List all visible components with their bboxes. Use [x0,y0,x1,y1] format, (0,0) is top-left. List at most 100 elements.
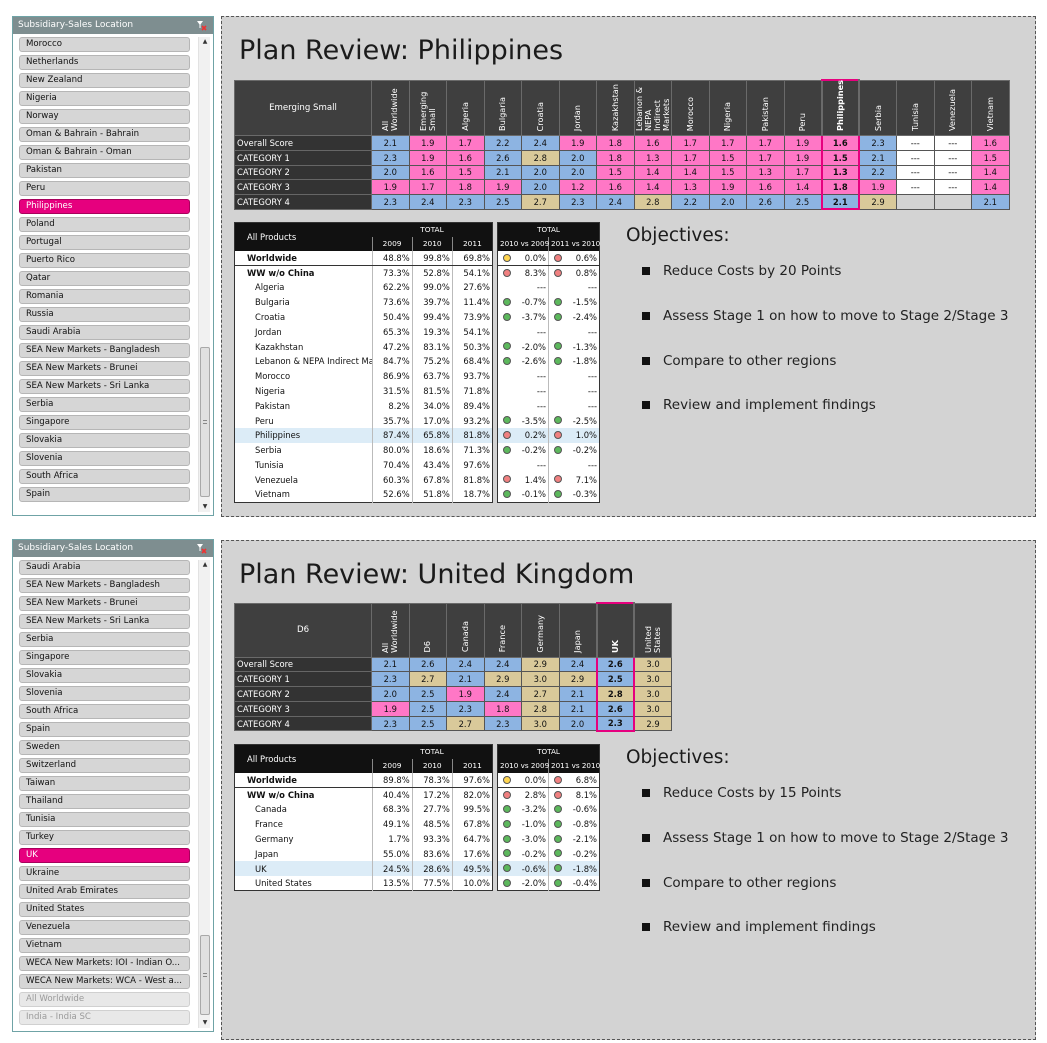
slicer-item[interactable]: Slovenia [19,451,190,466]
slicer-item[interactable]: United Arab Emirates [19,884,190,899]
slicer-scrollbar[interactable]: ▲ ▼ [198,37,210,512]
slicer-item[interactable]: Oman & Bahrain - Bahrain [19,127,190,142]
scorecard-column-header[interactable]: Bulgaria [483,79,522,136]
slicer-item[interactable]: SEA New Markets - Bangladesh [19,578,190,593]
slicer-item[interactable]: Tunisia [19,812,190,827]
scroll-up-icon[interactable]: ▲ [202,38,208,45]
scroll-down-icon[interactable]: ▼ [202,503,208,510]
status-dot-icon [554,490,562,499]
scorecard-column-header[interactable]: Algeria [446,79,485,136]
slicer-item[interactable]: Puerto Rico [19,253,190,268]
scorecard-column-header[interactable]: Venezuela [933,79,972,136]
scorecard-column-header[interactable]: France [483,602,522,658]
slicer-item[interactable]: Morocco [19,37,190,52]
scorecard-column-header[interactable]: Canada [446,602,485,658]
slicer-item[interactable]: South Africa [19,704,190,719]
slicer-item[interactable]: Thailand [19,794,190,809]
slicer-item[interactable]: Serbia [19,397,190,412]
scorecard-row: CATEGORY 1 2.3 1.9 1.6 2.6 2.8 2.0 1.8 1.3 1.7 1.5… [234,149,1010,166]
scorecard-column-header[interactable]: Kazakhstan [596,79,635,136]
scroll-thumb[interactable] [200,347,210,497]
slicer-item[interactable]: Netherlands [19,55,190,70]
slicer-item[interactable]: Romania [19,289,190,304]
delta-cell: 2.8% [498,787,549,802]
status-dot-icon [503,490,511,499]
slicer-item[interactable]: Poland [19,217,190,232]
slicer-item[interactable]: Venezuela [19,920,190,935]
scroll-down-icon[interactable]: ▼ [202,1019,208,1026]
slicer-item[interactable]: Serbia [19,632,190,647]
score-cell: 1.9 [783,135,822,151]
scorecard-column-header[interactable]: Croatia [521,79,560,136]
slicer-item[interactable]: SEA New Markets - Bangladesh [19,343,190,358]
scorecard-column-header[interactable]: Nigeria [708,79,747,136]
slicer-item[interactable]: Slovakia [19,668,190,683]
scorecard-column-header[interactable]: United States [633,602,672,658]
slicer-item[interactable]: SEA New Markets - Brunei [19,361,190,376]
slicer-item[interactable]: Saudi Arabia [19,560,190,575]
slicer-item[interactable]: Slovenia [19,686,190,701]
delta-cell: -3.7% [498,310,549,325]
slicer-scrollbar[interactable]: ▲ ▼ [198,560,210,1028]
score-cell: 2.1 [820,194,860,211]
slicer-item[interactable]: Slovakia [19,433,190,448]
scorecard-column-header[interactable]: Morocco [671,79,710,136]
scorecard-column-header[interactable]: Japan [558,602,597,658]
scorecard-column-header[interactable]: Philippines [820,79,860,136]
slicer-item[interactable]: Switzerland [19,758,190,773]
delta-cell: -2.5% [548,413,600,429]
scorecard-column-header[interactable]: Vietnam [971,79,1010,136]
scroll-thumb[interactable] [200,935,210,1015]
slicer-item[interactable]: Saudi Arabia [19,325,190,340]
scroll-up-icon[interactable]: ▲ [202,561,208,568]
table-row: Philippines 87.4% 65.8% 81.8% [234,428,493,443]
scorecard-column-header[interactable]: Tunisia [896,79,935,136]
slicer-item[interactable]: UK [19,848,190,863]
scorecard-column-header[interactable]: All Worldwide [371,79,410,136]
scorecard-column-header[interactable]: Pakistan [746,79,785,136]
slicer-item[interactable]: SEA New Markets - Sri Lanka [19,614,190,629]
scorecard-column-header[interactable]: Peru [783,79,822,136]
filter-clear-icon[interactable] [196,20,207,31]
slicer-item[interactable]: Singapore [19,415,190,430]
slicer-item[interactable]: Sweden [19,740,190,755]
slicer-item[interactable]: Portugal [19,235,190,250]
scorecard-column-header[interactable]: Jordan [558,79,597,136]
slicer-item[interactable]: Russia [19,307,190,322]
slicer-item[interactable]: All Worldwide [19,992,190,1007]
scorecard-column-header[interactable]: Germany [521,602,560,658]
slicer-item[interactable]: Spain [19,487,190,502]
row-label: Lebanon & NEPA Indirect Ma [255,356,373,367]
slicer-item[interactable]: Norway [19,109,190,124]
slicer-item[interactable]: Oman & Bahrain - Oman [19,145,190,160]
slicer-item[interactable]: India - India SC [19,1010,190,1025]
scorecard-table: D6 All Worldwide D6 Canada France Germany Japa… [234,602,672,732]
slicer-item[interactable]: Singapore [19,650,190,665]
slicer-item[interactable]: Spain [19,722,190,737]
slicer-item[interactable]: SEA New Markets - Brunei [19,596,190,611]
scorecard-column-header[interactable]: Serbia [858,79,897,136]
slicer-item[interactable]: South Africa [19,469,190,484]
scorecard-column-header[interactable]: D6 [408,602,447,658]
scorecard-column-header[interactable]: Emerging Small [408,79,447,136]
slicer-item[interactable]: Ukraine [19,866,190,881]
slicer-item[interactable]: Qatar [19,271,190,286]
slicer-item[interactable]: Philippines [19,199,190,214]
slicer-item[interactable]: Vietnam [19,938,190,953]
scorecard-column-header[interactable]: UK [595,602,635,658]
slicer-item[interactable]: United States [19,902,190,917]
slicer-item[interactable]: WECA New Markets: IOI - Indian O... [19,956,190,971]
slicer-item[interactable]: Turkey [19,830,190,845]
slicer-item[interactable]: WECA New Markets: WCA - West a... [19,974,190,989]
filter-clear-icon[interactable] [196,543,207,554]
scorecard-column-header[interactable]: All Worldwide [371,602,410,658]
scorecard-column-header[interactable]: Lebanon & NEPA Indirect Markets [633,79,672,136]
slicer-item[interactable]: SEA New Markets - Sri Lanka [19,379,190,394]
slicer-item[interactable]: Peru [19,181,190,196]
value-cell: 8.2% [371,398,413,414]
slicer-item[interactable]: Taiwan [19,776,190,791]
slicer-item[interactable]: Pakistan [19,163,190,178]
table-row: --- --- [498,457,600,473]
slicer-item[interactable]: Nigeria [19,91,190,106]
slicer-item[interactable]: New Zealand [19,73,190,88]
